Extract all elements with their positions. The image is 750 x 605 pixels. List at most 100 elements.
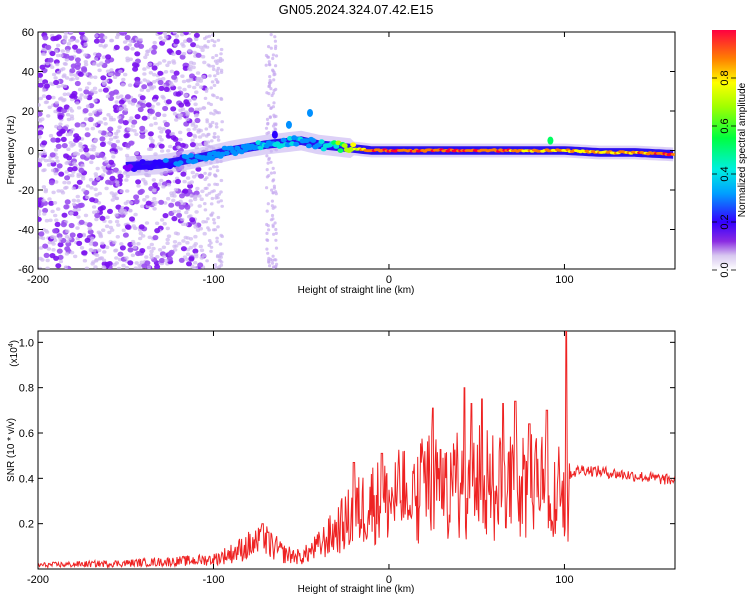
spectrogram-noise-blob (152, 235, 159, 241)
spectrogram-noise-blob (146, 88, 151, 93)
spectrogram-noise-blob (56, 248, 63, 254)
spectrogram-noise-blob (83, 213, 89, 218)
spectrogram-noise-blob (201, 133, 206, 137)
spectrogram-noise-blob (114, 196, 120, 201)
spectrogram-noise-blob (108, 137, 114, 142)
spectrogram-noise-blob (83, 95, 88, 99)
spectrogram-noise-blob (85, 104, 91, 108)
spectrogram-noise-blob (127, 260, 134, 266)
spectrogram-noise-blob (269, 160, 273, 164)
spectrogram-noise-blob (271, 53, 275, 57)
spectrogram-noise-blob (86, 154, 91, 158)
spectrogram-noise-blob (76, 174, 81, 178)
spectrogram-noise-blob (204, 220, 208, 224)
spectrogram-noise-blob (107, 141, 112, 145)
spectrogram-noise-blob (127, 119, 133, 123)
spectrogram-noise-blob (83, 53, 88, 57)
spectrogram-noise-blob (82, 108, 89, 114)
spectrogram-noise-blob (141, 115, 148, 121)
spectrogram-noise-blob (97, 206, 104, 212)
spectrogram-noise-blob (83, 42, 88, 46)
spectrogram-noise-blob (125, 56, 130, 61)
spectrogram-noise-blob (177, 86, 182, 90)
spectrogram-noise-blob (49, 152, 56, 158)
spectrogram-noise-blob (91, 205, 97, 209)
spectrogram-noise-blob (95, 166, 100, 171)
spectrogram-noise-blob (152, 207, 157, 211)
spectrogram-noise-blob (182, 87, 187, 92)
spectrogram-noise-blob (215, 240, 219, 244)
spectrogram-noise-blob (175, 178, 181, 185)
snr-ticks: -200 -100 0 100 0.2 0.4 0.6 0.8 1.0 (19, 331, 675, 586)
spectrogram-noise-blob (49, 50, 56, 57)
spectrogram-noise-blob (173, 70, 180, 76)
spectrogram-noise-blob (67, 166, 74, 172)
spectrogram-noise-blob (159, 138, 164, 142)
spectrogram-noise-blob (189, 142, 196, 148)
spectrogram-noise-blob (124, 178, 129, 182)
spectrogram-noise-blob (94, 217, 99, 222)
spectrogram-noise-blob (172, 209, 177, 214)
spectrogram-noise-blob (212, 83, 217, 87)
spectrogram-noise-blob (61, 143, 68, 149)
spectrogram-noise-blob (55, 143, 62, 149)
spectrogram-noise-blob (117, 170, 123, 174)
spectrogram-noise-blob (268, 115, 272, 119)
spectrogram-noise-blob (56, 189, 61, 193)
x-tick-label: -200 (27, 274, 49, 286)
spectrogram-noise-blob (266, 161, 270, 165)
y-tick-label: 40 (22, 67, 34, 79)
spectrogram-noise-blob (152, 72, 157, 77)
spectrogram-noise-blob (58, 171, 65, 177)
spectrogram-noise-blob (50, 235, 55, 239)
spectrogram-noise-blob (178, 204, 185, 210)
spectrogram-noise-blob (273, 39, 277, 43)
y-tick-label: -20 (18, 185, 34, 197)
spectrogram-noise-blob (100, 173, 106, 177)
spectrogram-noise-blob (114, 256, 119, 260)
spectrogram-noise-blob (38, 162, 43, 168)
spectrogram-noise-blob (198, 244, 203, 249)
colorbar-tick-label: 0.2 (719, 214, 731, 229)
spectrogram-noise-blob (157, 248, 163, 252)
spectrogram-noise-blob (109, 38, 114, 43)
spectrogram-noise-blob (198, 173, 204, 179)
spectrogram-noise-blob (157, 32, 163, 35)
spectrogram-noise-blob (114, 213, 119, 217)
spectrogram-noise-blob (89, 248, 94, 253)
spectrogram-noise-blob (270, 188, 274, 192)
spectrogram-noise-blob (158, 257, 165, 264)
spectrogram-noise-blob (106, 113, 111, 117)
spectrogram-noise-blob (219, 199, 223, 203)
spectrogram-noise-blob (94, 212, 101, 219)
spectrogram-noise-blob (274, 123, 278, 127)
spectrogram-noise-blob (118, 99, 125, 105)
spectrogram-noise-blob (89, 160, 94, 165)
spectrogram-ridge-cell (238, 149, 245, 155)
spectrogram-noise-blob (72, 152, 78, 156)
spectrogram-noise-blob (171, 52, 176, 56)
spectrogram-noise-blob (51, 190, 56, 195)
spectrogram-noise-blob (184, 222, 189, 227)
spectrogram-noise-blob (267, 45, 271, 49)
spectrogram-ridge-cell (232, 151, 239, 157)
spectrogram-layer (38, 32, 675, 269)
spectrogram-noise-blob (212, 165, 216, 169)
spectrogram-noise-blob (176, 145, 181, 150)
spectrogram-noise-blob (207, 191, 212, 195)
spectrogram-noise-blob (78, 202, 85, 208)
spectrogram-noise-blob (157, 79, 164, 86)
spectrogram-noise-blob (211, 64, 215, 68)
spectrogram-noise-blob (123, 107, 129, 112)
spectrogram-noise-blob (38, 152, 44, 156)
spectrogram-noise-blob (64, 175, 71, 181)
spectrogram-noise-blob (47, 105, 52, 110)
spectrogram-noise-blob (219, 233, 223, 237)
spectrogram-noise-blob (271, 206, 275, 210)
spectrogram-noise-blob (152, 40, 157, 45)
spectrogram-ridge-cell (348, 147, 355, 152)
spectrogram-noise-blob (127, 83, 133, 87)
spectrogram-noise-blob (267, 228, 271, 232)
spectrogram-noise-blob (186, 131, 193, 137)
